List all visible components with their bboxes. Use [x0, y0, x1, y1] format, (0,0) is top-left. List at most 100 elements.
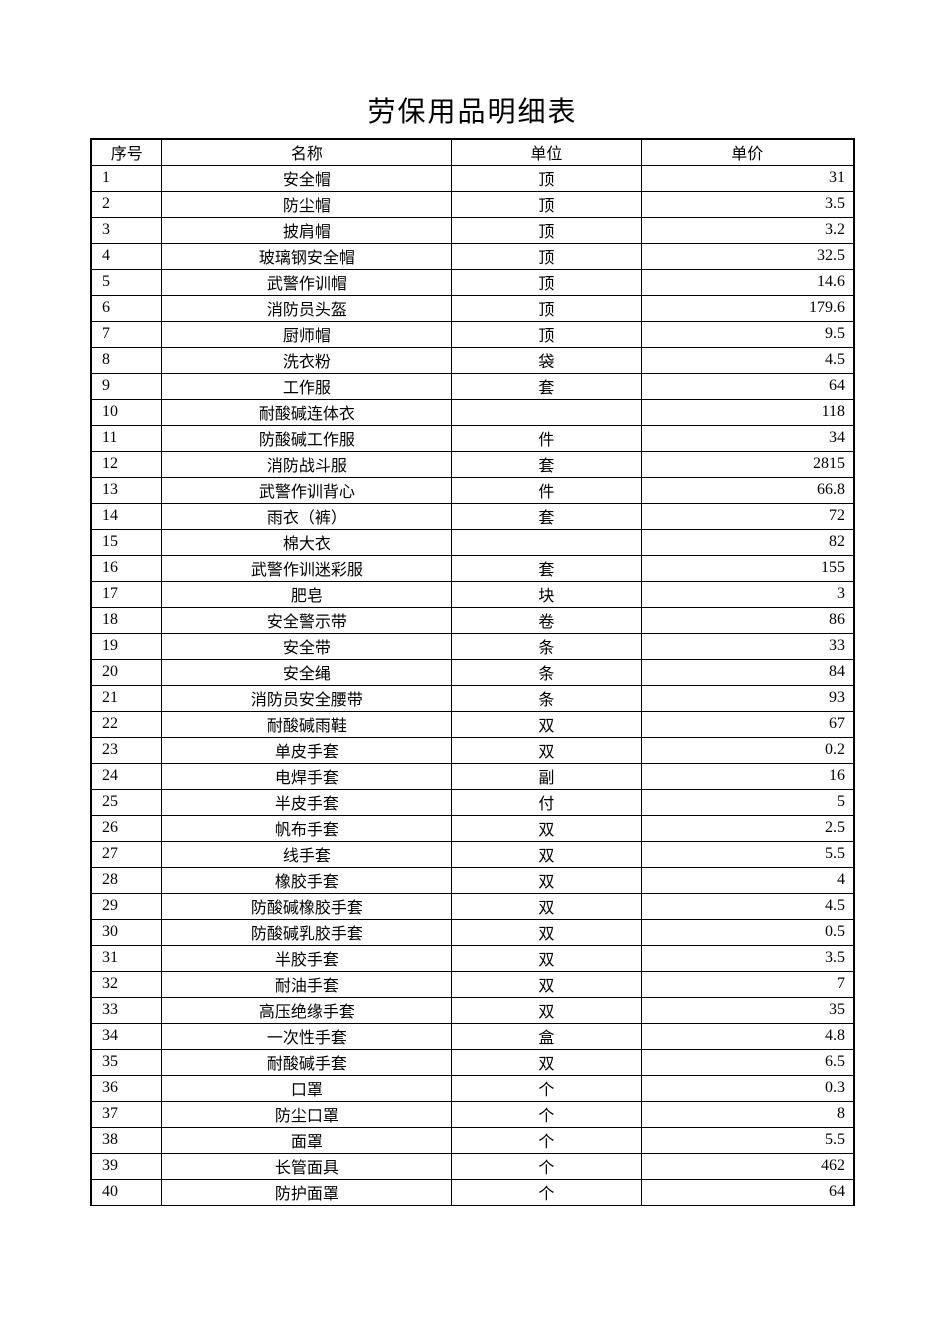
cell-unit: 盒	[452, 1023, 641, 1049]
cell-seq: 9	[91, 373, 162, 399]
table-row: 27线手套双5.5	[91, 841, 854, 867]
cell-name: 武警作训迷彩服	[162, 555, 452, 581]
cell-seq: 30	[91, 919, 162, 945]
cell-name: 棉大衣	[162, 529, 452, 555]
cell-unit: 副	[452, 763, 641, 789]
cell-price: 93	[641, 685, 854, 711]
cell-unit: 双	[452, 841, 641, 867]
cell-seq: 29	[91, 893, 162, 919]
table-row: 19安全带条33	[91, 633, 854, 659]
table-row: 15棉大衣82	[91, 529, 854, 555]
cell-price: 0.2	[641, 737, 854, 763]
cell-unit: 双	[452, 919, 641, 945]
table-row: 17肥皂块3	[91, 581, 854, 607]
cell-name: 防尘帽	[162, 191, 452, 217]
table-row: 22耐酸碱雨鞋双67	[91, 711, 854, 737]
cell-unit: 顶	[452, 295, 641, 321]
cell-name: 高压绝缘手套	[162, 997, 452, 1023]
table-row: 20安全绳条84	[91, 659, 854, 685]
table-row: 9工作服套64	[91, 373, 854, 399]
cell-seq: 3	[91, 217, 162, 243]
cell-price: 5.5	[641, 1127, 854, 1153]
table-row: 10耐酸碱连体衣118	[91, 399, 854, 425]
cell-unit: 条	[452, 659, 641, 685]
cell-unit: 双	[452, 867, 641, 893]
cell-price: 8	[641, 1101, 854, 1127]
cell-price: 64	[641, 373, 854, 399]
cell-price: 3.2	[641, 217, 854, 243]
cell-unit: 双	[452, 945, 641, 971]
cell-price: 16	[641, 763, 854, 789]
cell-seq: 4	[91, 243, 162, 269]
page-title: 劳保用品明细表	[90, 90, 855, 130]
cell-name: 武警作训帽	[162, 269, 452, 295]
table-body: 1安全帽顶312防尘帽顶3.53披肩帽顶3.24玻璃钢安全帽顶32.55武警作训…	[91, 165, 854, 1205]
table-row: 8洗衣粉袋4.5	[91, 347, 854, 373]
header-unit: 单位	[452, 139, 641, 165]
cell-seq: 31	[91, 945, 162, 971]
cell-seq: 20	[91, 659, 162, 685]
cell-name: 耐酸碱连体衣	[162, 399, 452, 425]
cell-seq: 14	[91, 503, 162, 529]
header-price: 单价	[641, 139, 854, 165]
table-row: 24电焊手套副16	[91, 763, 854, 789]
cell-name: 防酸碱乳胶手套	[162, 919, 452, 945]
cell-seq: 13	[91, 477, 162, 503]
cell-unit: 块	[452, 581, 641, 607]
cell-price: 14.6	[641, 269, 854, 295]
cell-name: 防酸碱工作服	[162, 425, 452, 451]
cell-name: 耐酸碱手套	[162, 1049, 452, 1075]
cell-price: 84	[641, 659, 854, 685]
items-table: 序号 名称 单位 单价 1安全帽顶312防尘帽顶3.53披肩帽顶3.24玻璃钢安…	[90, 138, 855, 1206]
cell-unit: 双	[452, 737, 641, 763]
cell-seq: 36	[91, 1075, 162, 1101]
header-name: 名称	[162, 139, 452, 165]
cell-unit: 付	[452, 789, 641, 815]
table-row: 31半胶手套双3.5	[91, 945, 854, 971]
cell-price: 32.5	[641, 243, 854, 269]
cell-seq: 5	[91, 269, 162, 295]
cell-seq: 7	[91, 321, 162, 347]
cell-price: 82	[641, 529, 854, 555]
cell-price: 2.5	[641, 815, 854, 841]
cell-seq: 24	[91, 763, 162, 789]
table-row: 4玻璃钢安全帽顶32.5	[91, 243, 854, 269]
cell-seq: 38	[91, 1127, 162, 1153]
cell-name: 防酸碱橡胶手套	[162, 893, 452, 919]
cell-unit: 套	[452, 451, 641, 477]
cell-unit: 套	[452, 555, 641, 581]
cell-unit: 顶	[452, 191, 641, 217]
cell-unit: 顶	[452, 269, 641, 295]
table-row: 7厨师帽顶9.5	[91, 321, 854, 347]
cell-name: 安全绳	[162, 659, 452, 685]
cell-price: 4.5	[641, 347, 854, 373]
table-row: 30防酸碱乳胶手套双0.5	[91, 919, 854, 945]
cell-price: 3	[641, 581, 854, 607]
cell-seq: 18	[91, 607, 162, 633]
header-seq: 序号	[91, 139, 162, 165]
cell-price: 67	[641, 711, 854, 737]
cell-seq: 21	[91, 685, 162, 711]
cell-price: 4.5	[641, 893, 854, 919]
cell-unit: 件	[452, 477, 641, 503]
cell-name: 线手套	[162, 841, 452, 867]
cell-seq: 11	[91, 425, 162, 451]
cell-name: 洗衣粉	[162, 347, 452, 373]
table-row: 16武警作训迷彩服套155	[91, 555, 854, 581]
cell-price: 5	[641, 789, 854, 815]
cell-seq: 6	[91, 295, 162, 321]
cell-name: 电焊手套	[162, 763, 452, 789]
cell-price: 179.6	[641, 295, 854, 321]
cell-name: 厨师帽	[162, 321, 452, 347]
cell-seq: 16	[91, 555, 162, 581]
cell-name: 长管面具	[162, 1153, 452, 1179]
cell-unit: 个	[452, 1101, 641, 1127]
cell-name: 肥皂	[162, 581, 452, 607]
cell-price: 5.5	[641, 841, 854, 867]
table-header-row: 序号 名称 单位 单价	[91, 139, 854, 165]
cell-name: 武警作训背心	[162, 477, 452, 503]
cell-unit: 顶	[452, 217, 641, 243]
table-row: 29防酸碱橡胶手套双4.5	[91, 893, 854, 919]
table-row: 18安全警示带卷86	[91, 607, 854, 633]
cell-seq: 39	[91, 1153, 162, 1179]
